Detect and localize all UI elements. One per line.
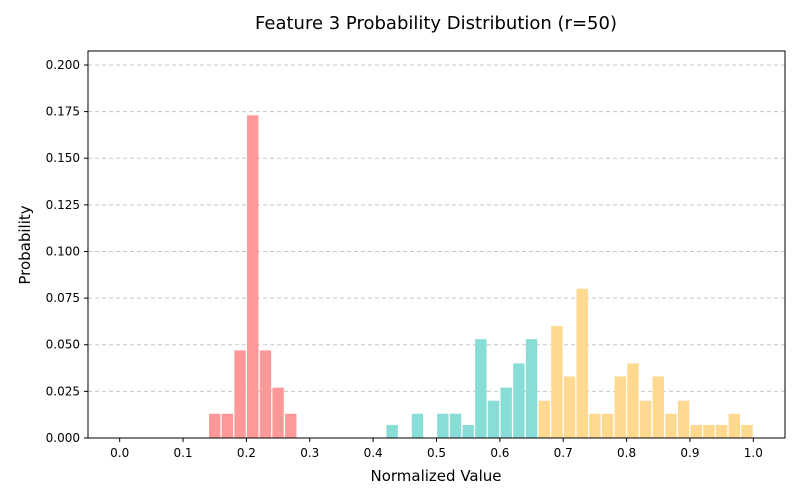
bar [690,424,702,438]
bar [551,326,563,438]
y-tick-label: 0.050 [46,338,80,352]
bar [500,387,512,438]
bar [639,400,652,438]
bar [563,376,576,438]
x-tick-label: 0.5 [427,446,446,460]
bar [728,413,741,438]
bar [677,400,690,438]
y-tick-label: 0.200 [46,58,80,72]
x-axis-title: Normalized Value [370,467,501,485]
bar [538,400,550,438]
x-tick-label: 0.8 [617,446,636,460]
bar [614,376,626,438]
bar [513,363,525,438]
bar [589,413,601,438]
bar [234,350,246,438]
y-tick-label: 0.025 [46,384,80,398]
y-tick-label: 0.000 [46,431,80,445]
y-tick-label: 0.150 [46,151,80,165]
x-tick-label: 0.4 [364,446,383,460]
bar [475,339,487,438]
y-axis-title: Probability [16,205,34,284]
bar [627,363,639,438]
x-tick-label: 0.3 [300,446,319,460]
bar [272,387,284,438]
bar [259,350,272,438]
bar [576,288,588,438]
y-tick-label: 0.175 [46,105,80,119]
x-tick-label: 0.6 [490,446,509,460]
y-tick-label: 0.075 [46,291,80,305]
x-tick-label: 0.9 [680,446,699,460]
bar [386,424,398,438]
bar [462,424,474,438]
bar [411,413,424,438]
y-tick-label: 0.125 [46,198,80,212]
bar [221,413,234,438]
x-tick-label: 0.7 [554,446,573,460]
bar [247,115,259,439]
bar [601,413,614,438]
bar [741,424,753,438]
bar [652,376,664,438]
bar [209,413,221,438]
bar [525,339,538,438]
x-tick-label: 0.0 [110,446,129,460]
bar [437,413,449,438]
x-tick-label: 1.0 [744,446,763,460]
x-tick-label: 0.1 [173,446,192,460]
chart-title: Feature 3 Probability Distribution (r=50… [255,13,617,34]
bar [449,413,462,438]
x-tick-label: 0.2 [237,446,256,460]
y-tick-label: 0.100 [46,244,80,258]
bars [209,115,753,439]
bar [487,400,500,438]
axis-ticks: 0.0 0.1 0.2 0.3 0.4 0.5 0.6 0.7 0.8 0.9 1.0 0.000 0.… [46,58,763,460]
bar [665,413,677,438]
bar [715,424,728,438]
bar [703,424,715,438]
bar [285,413,297,438]
